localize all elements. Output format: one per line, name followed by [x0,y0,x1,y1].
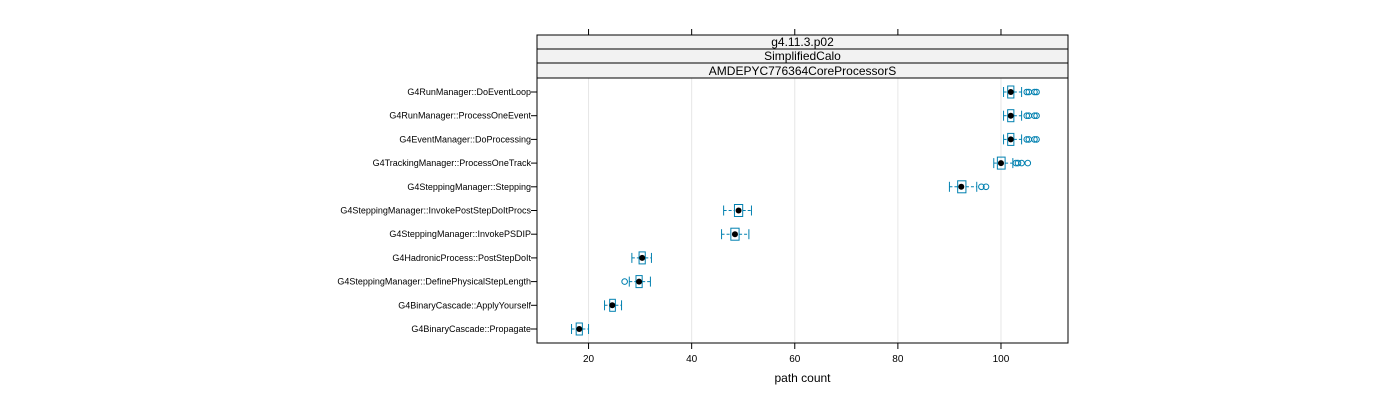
outlier-point [982,183,990,191]
box-iqr [733,204,744,217]
category-labels: G4RunManager::DoEventLoopG4RunManager::P… [337,87,537,334]
outlier-point [1033,88,1040,96]
strip-header-3: AMDEPYC776364CoreProcessorS [709,64,896,78]
category-label: G4SteppingManager::InvokePostStepDoItPro… [340,206,531,216]
median-dot [1007,136,1014,143]
box-iqr [730,227,740,241]
box-4 [948,180,990,194]
outlier-point [1024,159,1032,167]
boxes [571,85,1040,336]
box-2 [1003,132,1040,146]
box-5 [723,204,752,217]
median-dot [609,302,616,309]
category-label: G4HadronicProcess::PostStepDoIt [392,253,531,263]
plot-panel [536,77,1069,344]
tick-label-80: 80 [892,354,904,365]
outlier-point [978,183,985,191]
box-iqr [1007,132,1015,146]
category-label: G4EventManager::DoProcessing [399,134,531,144]
category-label: G4SteppingManager::InvokePSDIP [389,229,531,239]
outlier-point [1023,136,1031,143]
category-label: G4RunManager::DoEventLoop [407,87,531,97]
category-label: G4BinaryCascade::Propagate [411,324,531,334]
box-iqr [575,322,583,336]
tick-label-100: 100 [993,354,1010,365]
outlier-point [1031,88,1038,96]
outlier-point [1014,159,1022,167]
strip-headers: g4.11.3.p02 SimplifiedCalo AMDEPYC776364… [536,34,1069,79]
strip-header-1: g4.11.3.p02 [771,35,834,49]
box-10 [571,322,590,336]
box-9 [604,298,623,312]
tick-label-40: 40 [686,354,698,365]
box-iqr [957,180,967,194]
box-8 [621,275,651,289]
box-iqr [1007,85,1015,99]
box-iqr [996,156,1006,170]
outlier-point [621,278,628,285]
outlier-point [1033,112,1040,119]
box-1 [1003,109,1040,123]
median-dot [735,207,742,214]
category-label: G4BinaryCascade::ApplyYourself [398,300,531,310]
outlier-point [1031,112,1038,119]
tick-label-20: 20 [583,354,595,365]
category-label: G4TrackingManager::ProcessOneTrack [373,158,532,168]
median-dot [731,231,738,238]
median-dot [997,160,1004,167]
median-dot [636,278,643,285]
box-0 [1003,85,1040,99]
median-dot [1007,89,1014,95]
gridlines [588,78,1002,343]
category-label: G4RunManager::ProcessOneEvent [389,111,531,121]
box-7 [631,251,652,265]
outlier-point [1031,136,1038,143]
box-3 [993,156,1032,170]
box-iqr [1007,109,1015,123]
box-6 [721,227,750,241]
x-axis-title: path count [774,371,831,385]
box-iqr [635,275,643,289]
median-dot [639,254,646,261]
category-label: G4SteppingManager::DefinePhysicalStepLen… [337,277,531,287]
median-dot [958,183,965,190]
median-dot [576,326,583,332]
x-axis-ticks: 20 40 60 80 100 [583,29,1010,365]
box-iqr [638,251,646,265]
tick-label-60: 60 [789,354,801,365]
strip-header-2: SimplifiedCalo [764,49,841,63]
outlier-point [1033,136,1040,143]
outlier-point [1023,88,1031,96]
category-label: G4SteppingManager::Stepping [407,182,531,192]
median-dot [1007,112,1014,119]
outlier-point [1018,159,1025,167]
outlier-point [1023,112,1031,119]
